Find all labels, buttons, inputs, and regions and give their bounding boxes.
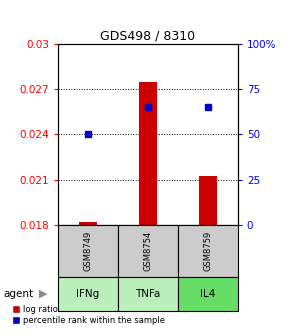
Text: TNFa: TNFa — [135, 289, 161, 299]
Bar — [79, 222, 97, 225]
Text: GSM8754: GSM8754 — [143, 231, 153, 271]
Bar — [118, 277, 178, 311]
Text: GSM8759: GSM8759 — [203, 231, 212, 271]
Text: IFNg: IFNg — [76, 289, 99, 299]
Text: ▶: ▶ — [39, 289, 48, 299]
Text: GSM8749: GSM8749 — [84, 231, 93, 271]
Bar — [118, 225, 178, 277]
Bar — [58, 277, 118, 311]
Bar — [58, 225, 118, 277]
Text: IL4: IL4 — [200, 289, 215, 299]
Legend: log ratio, percentile rank within the sample: log ratio, percentile rank within the sa… — [13, 305, 165, 325]
Text: agent: agent — [3, 289, 33, 299]
Title: GDS498 / 8310: GDS498 / 8310 — [100, 30, 195, 43]
Bar — [178, 225, 238, 277]
Bar — [139, 82, 157, 225]
Bar — [199, 176, 217, 225]
Bar — [178, 277, 238, 311]
